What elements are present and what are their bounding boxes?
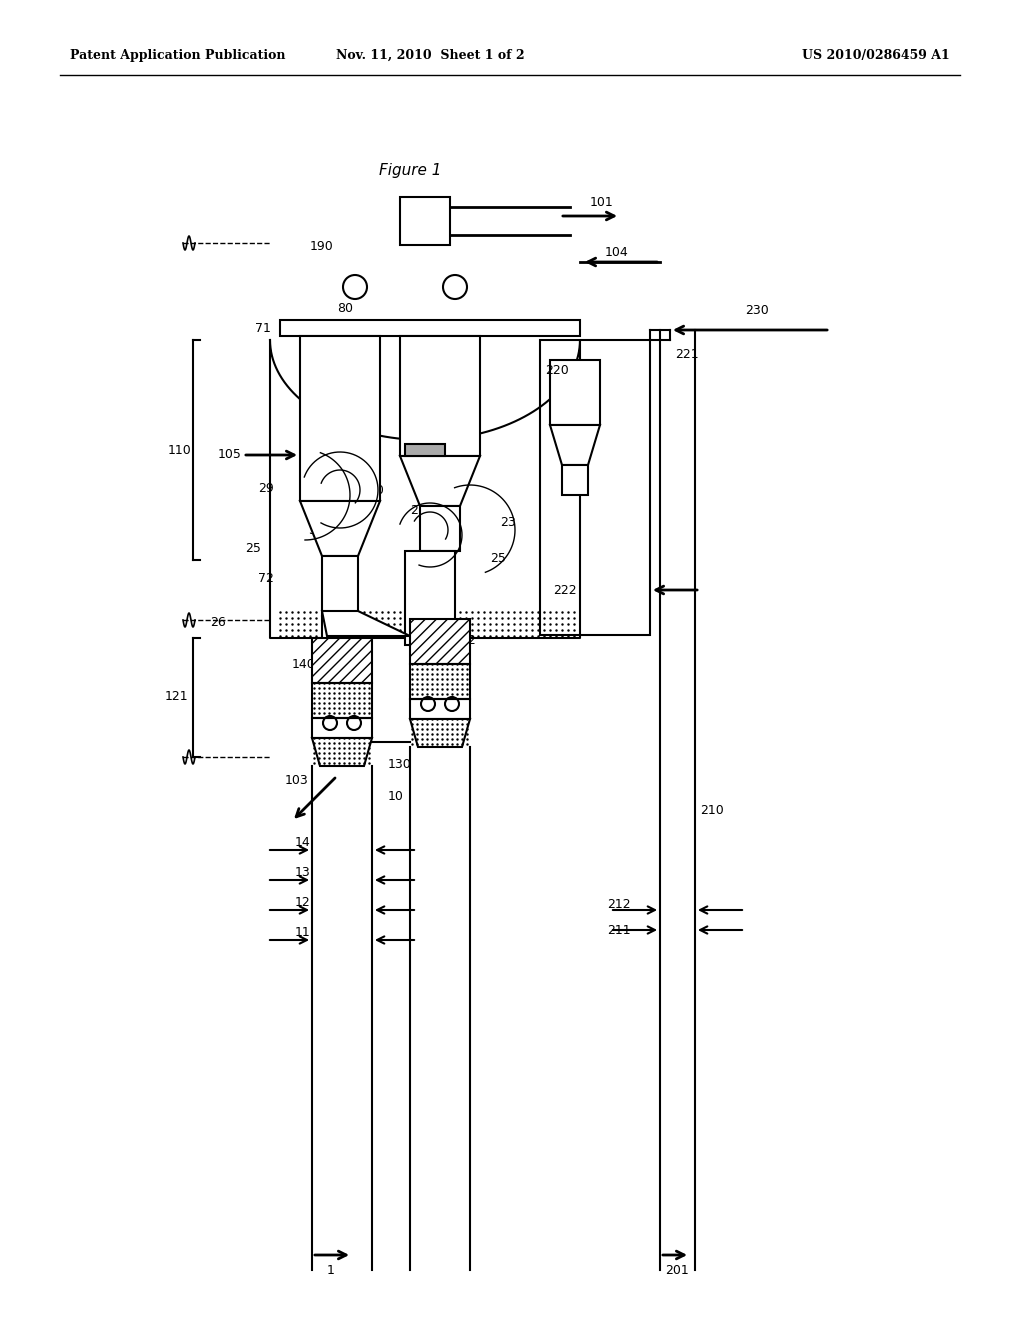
Polygon shape — [322, 611, 410, 636]
Text: 210: 210 — [700, 804, 724, 817]
Text: 25: 25 — [245, 541, 261, 554]
Text: 60: 60 — [418, 355, 434, 368]
Text: 110: 110 — [168, 444, 191, 457]
Text: 140: 140 — [292, 659, 315, 672]
Text: 211: 211 — [607, 924, 631, 936]
Text: 190: 190 — [310, 240, 334, 253]
Text: US 2010/0286459 A1: US 2010/0286459 A1 — [802, 49, 950, 62]
Bar — [410, 700, 470, 719]
Bar — [322, 556, 358, 616]
Bar — [410, 664, 470, 700]
Polygon shape — [312, 738, 372, 766]
Text: 102: 102 — [415, 729, 438, 742]
Bar — [280, 319, 580, 337]
Text: 40: 40 — [368, 483, 384, 496]
Text: 72: 72 — [258, 572, 273, 585]
Text: Patent Application Publication: Patent Application Publication — [70, 49, 286, 62]
Text: 73: 73 — [318, 363, 334, 376]
Bar — [300, 337, 380, 502]
Text: 10: 10 — [388, 791, 403, 804]
Text: 80: 80 — [337, 301, 353, 314]
Text: 105: 105 — [218, 449, 242, 462]
Text: 21: 21 — [410, 503, 426, 516]
Polygon shape — [410, 719, 470, 747]
Polygon shape — [300, 502, 380, 556]
Text: 50: 50 — [418, 374, 434, 387]
Bar — [400, 197, 450, 246]
Text: 70: 70 — [318, 384, 334, 396]
Bar — [410, 619, 470, 664]
Bar — [312, 718, 372, 738]
Bar — [406, 444, 445, 455]
Text: 1: 1 — [327, 1263, 335, 1276]
Text: 103: 103 — [285, 775, 309, 788]
Text: 120: 120 — [438, 652, 462, 664]
Text: 212: 212 — [607, 899, 631, 912]
Text: 104: 104 — [605, 246, 629, 259]
Bar — [550, 360, 600, 425]
Text: 71: 71 — [255, 322, 271, 334]
Text: 201: 201 — [665, 1263, 689, 1276]
Text: 221: 221 — [675, 348, 698, 362]
Text: Nov. 11, 2010  Sheet 1 of 2: Nov. 11, 2010 Sheet 1 of 2 — [336, 49, 524, 62]
Text: 11: 11 — [295, 927, 310, 940]
Bar — [322, 616, 358, 645]
Text: 222: 222 — [553, 583, 577, 597]
Text: 30: 30 — [308, 524, 324, 536]
Bar — [312, 682, 372, 718]
Bar — [406, 550, 455, 645]
Text: 25: 25 — [490, 552, 506, 565]
Text: 130: 130 — [388, 759, 412, 771]
Text: 12: 12 — [295, 896, 310, 909]
Text: Figure 1: Figure 1 — [379, 162, 441, 177]
Text: 13: 13 — [295, 866, 310, 879]
Text: 22: 22 — [460, 634, 476, 647]
Text: 26: 26 — [210, 615, 225, 628]
Text: 23: 23 — [500, 516, 516, 528]
Bar — [312, 638, 372, 682]
Text: 100: 100 — [557, 433, 581, 446]
Bar — [420, 506, 460, 550]
Polygon shape — [550, 425, 600, 465]
Text: 230: 230 — [745, 304, 769, 317]
Bar — [562, 465, 588, 495]
Text: 14: 14 — [295, 837, 310, 850]
Bar — [400, 337, 480, 455]
Text: 20: 20 — [445, 513, 461, 527]
Text: 121: 121 — [165, 690, 188, 704]
Bar — [540, 341, 650, 635]
Text: 101: 101 — [590, 195, 613, 209]
Text: 220: 220 — [545, 363, 568, 376]
Text: 29: 29 — [258, 482, 273, 495]
Polygon shape — [400, 455, 480, 506]
